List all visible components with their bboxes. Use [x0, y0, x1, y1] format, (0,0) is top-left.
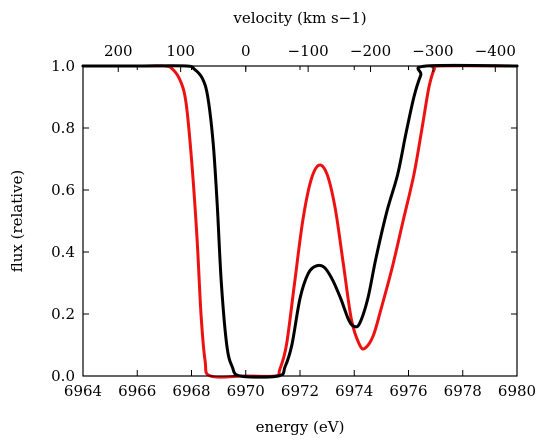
x-tick-label-2: 6968: [172, 382, 210, 400]
x-tick-label-3: 6970: [227, 382, 265, 400]
top-tick-label-1: 100: [166, 42, 195, 60]
top-tick-label-3: −100: [288, 42, 329, 60]
y-axis-title: flux (relative): [8, 170, 26, 273]
x-tick-label-4: 6972: [281, 382, 319, 400]
x-tick-label-0: 6964: [64, 382, 102, 400]
plot-frame: [82, 65, 518, 377]
y-tick-label-2: 0.4: [51, 243, 75, 261]
y-tick-label-1: 0.2: [51, 305, 75, 323]
x-axis-title: energy (eV): [256, 418, 345, 436]
series-line-2: [81, 63, 519, 379]
y-tick-label-4: 0.8: [51, 119, 75, 137]
y-tick-label-0: 0.0: [51, 367, 75, 385]
y-tick-label-3: 0.6: [51, 181, 75, 199]
top-tick-label-6: −400: [475, 42, 516, 60]
top-tick-label-5: −300: [412, 42, 453, 60]
top-tick-label-4: −200: [350, 42, 391, 60]
x-tick-label-1: 6966: [118, 382, 156, 400]
y-tick-label-5: 1.0: [51, 57, 75, 75]
plot-area: [81, 63, 519, 379]
x-tick-label-5: 6974: [335, 382, 373, 400]
x-tick-label-6: 6976: [389, 382, 427, 400]
top-tick-label-2: 0: [241, 42, 251, 60]
top-tick-label-0: 200: [104, 42, 133, 60]
series-line-1: [81, 64, 519, 379]
x-tick-label-8: 6980: [498, 382, 536, 400]
x-tick-label-7: 6978: [444, 382, 482, 400]
top-axis-title: velocity (km s−1): [232, 9, 366, 27]
